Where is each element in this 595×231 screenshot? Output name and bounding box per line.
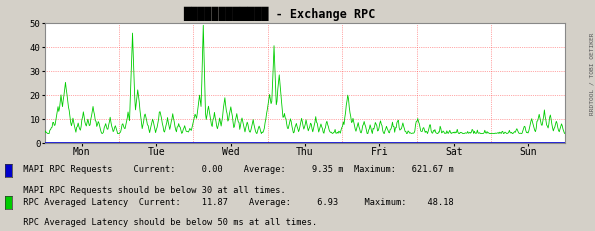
Text: RPC Averaged Latency should be below 50 ms at all times.: RPC Averaged Latency should be below 50 …: [18, 218, 317, 227]
Text: RPC Averaged Latency  Current:    11.87    Average:     6.93     Maximum:    48.: RPC Averaged Latency Current: 11.87 Aver…: [18, 198, 453, 207]
Text: ████████████ - Exchange RPC: ████████████ - Exchange RPC: [183, 7, 376, 21]
Text: MAPI RPC Requests    Current:     0.00    Average:     9.35 m  Maximum:   621.67: MAPI RPC Requests Current: 0.00 Average:…: [18, 165, 453, 174]
Text: RRDTOOL / TOBI OETIKER: RRDTOOL / TOBI OETIKER: [590, 33, 594, 115]
Text: MAPI RPC Requests should be below 30 at all times.: MAPI RPC Requests should be below 30 at …: [18, 186, 286, 195]
